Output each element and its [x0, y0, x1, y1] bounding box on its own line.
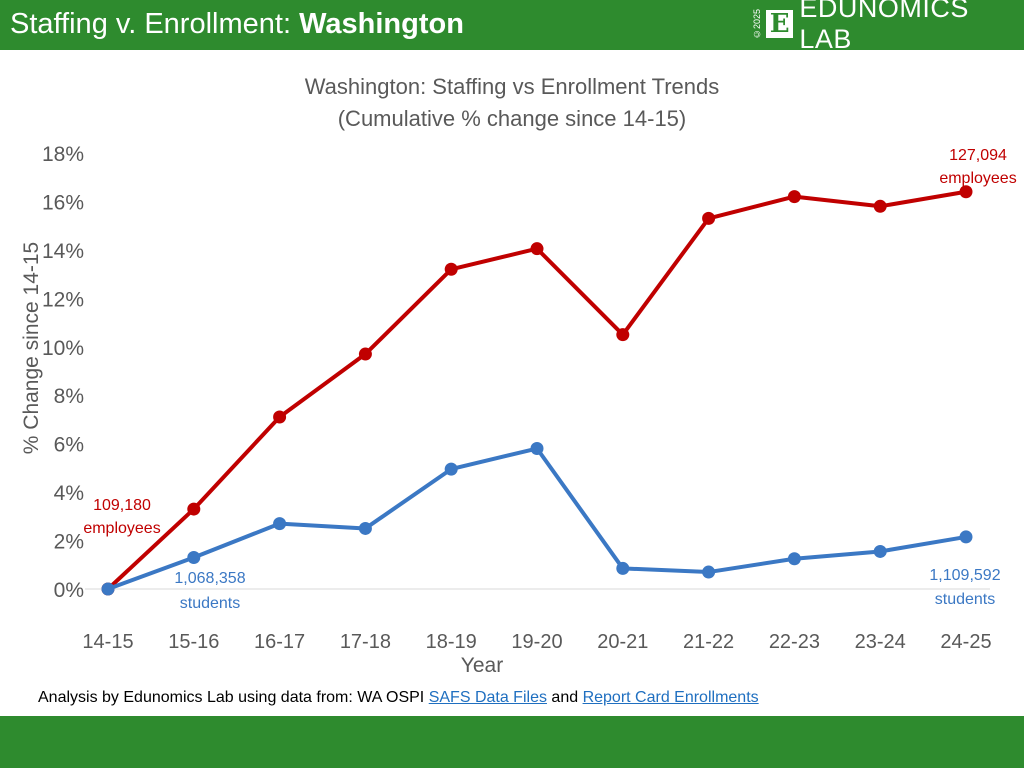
staffing-point — [702, 211, 716, 225]
enrollment-point — [358, 521, 372, 535]
line-chart: Washington: Staffing vs Enrollment Trend… — [20, 74, 1017, 677]
y-tick-label: 14% — [42, 240, 84, 263]
copyright: ©2025 — [752, 8, 762, 40]
enrollment-point — [187, 551, 201, 565]
staffing-start-count: 109,180 — [93, 497, 151, 514]
y-tick-label: 10% — [42, 337, 84, 360]
enrollment-point — [530, 442, 544, 456]
enrollment-point — [873, 544, 887, 558]
y-tick-label: 18% — [42, 143, 84, 166]
chart-subtitle: (Cumulative % change since 14-15) — [338, 106, 687, 131]
x-tick-label: 16-17 — [254, 631, 305, 653]
y-axis-title: % Change since 14-15 — [20, 242, 43, 454]
staffing-start-unit: employees — [83, 520, 160, 537]
enrollment-line — [107, 446, 967, 591]
staffing-point — [530, 242, 544, 256]
x-tick-label: 24-25 — [940, 631, 991, 653]
staffing-point — [873, 199, 887, 213]
staffing-end-unit: employees — [939, 170, 1016, 187]
y-tick-label: 6% — [54, 434, 84, 457]
staffing-point — [959, 185, 973, 199]
enrollment-point — [101, 582, 115, 596]
y-tick-label: 4% — [54, 482, 84, 505]
x-tick-label: 20-21 — [597, 631, 648, 653]
y-tick-label: 12% — [42, 288, 84, 311]
enrollment-point — [444, 462, 458, 476]
enrollment-point — [616, 561, 630, 575]
chart-title: Washington: Staffing vs Enrollment Trend… — [305, 74, 720, 99]
x-tick-label: 15-16 — [168, 631, 219, 653]
staffing-point — [616, 328, 630, 342]
staffing-point — [273, 410, 287, 424]
staffing-point — [187, 502, 201, 516]
x-tick-label: 18-19 — [426, 631, 477, 653]
enrollment-point — [702, 565, 716, 579]
x-tick-label: 19-20 — [511, 631, 562, 653]
title-state: Washington — [299, 8, 464, 40]
enrollment-start-unit: students — [180, 595, 240, 612]
x-axis-title: Year — [461, 654, 503, 677]
enrollment-point — [787, 552, 801, 566]
x-tick-label: 22-23 — [769, 631, 820, 653]
staffing-point — [358, 347, 372, 361]
x-tick-label: 14-15 — [82, 631, 133, 653]
enrollment-end-unit: students — [935, 591, 995, 608]
x-tick-label: 23-24 — [855, 631, 906, 653]
source-middle: and — [546, 689, 583, 706]
edunomics-logo: ©2025 E EDUNOMICS LAB — [752, 0, 1024, 54]
logo-mark: E — [766, 10, 794, 39]
y-tick-label: 0% — [54, 579, 84, 602]
y-tick-label: 16% — [42, 191, 84, 214]
x-tick-label: 21-22 — [683, 631, 734, 653]
header-bar: Staffing v. Enrollment: Washington ©2025… — [0, 0, 1024, 54]
enrollment-start-count: 1,068,358 — [174, 570, 245, 587]
y-tick-label: 2% — [54, 531, 84, 554]
source-note: Analysis by Edunomics Lab using data fro… — [38, 689, 759, 707]
safs-data-link[interactable]: SAFS Data Files — [428, 689, 547, 706]
title-text: Staffing v. Enrollment: — [10, 8, 300, 40]
staffing-end-count: 127,094 — [949, 147, 1007, 164]
staffing-point — [787, 190, 801, 204]
staffing-point — [444, 262, 458, 276]
report-card-link[interactable]: Report Card Enrollments — [582, 689, 759, 706]
logo-name: EDUNOMICS LAB — [799, 0, 969, 54]
page-title: Staffing v. Enrollment: Washington — [10, 8, 464, 41]
enrollment-point — [273, 517, 287, 531]
enrollment-end-count: 1,109,592 — [929, 567, 1000, 584]
enrollment-point — [959, 530, 973, 544]
source-prefix: Analysis by Edunomics Lab using data fro… — [38, 689, 429, 706]
x-tick-label: 17-18 — [340, 631, 391, 653]
footer-bar — [0, 716, 1024, 768]
y-tick-label: 8% — [54, 385, 84, 408]
